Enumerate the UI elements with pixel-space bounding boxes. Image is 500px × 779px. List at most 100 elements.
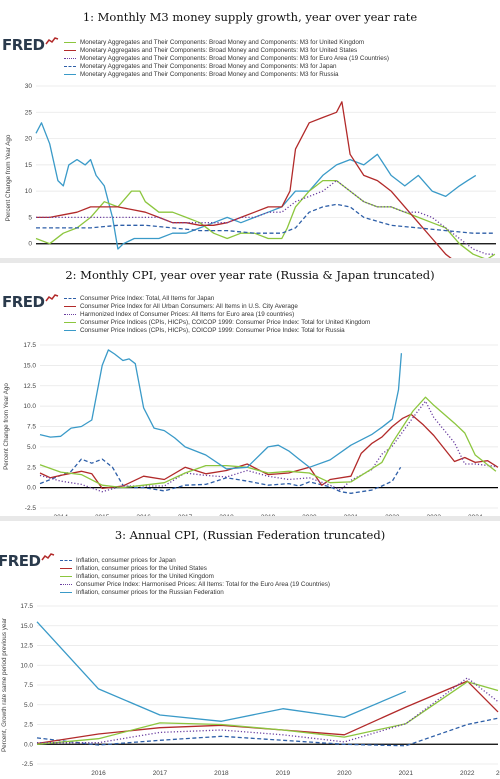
legend-entry[interactable]: Monetary Aggregates and Their Components… bbox=[64, 62, 389, 70]
y-tick-label: 15.0 bbox=[23, 362, 36, 369]
y-tick-label: 10 bbox=[25, 188, 33, 195]
legend-entry[interactable]: Monetary Aggregates and Their Components… bbox=[64, 70, 389, 78]
series-line[interactable] bbox=[39, 458, 402, 494]
legend-entry[interactable]: Inflation, consumer prices for the Russi… bbox=[60, 588, 330, 596]
y-tick-label: -2.5 bbox=[25, 505, 37, 512]
y-tick-label: 15.0 bbox=[20, 623, 33, 630]
legend-entry[interactable]: Consumer Price Index for All Urban Consu… bbox=[64, 302, 370, 310]
x-tick-label: 2019 bbox=[276, 770, 291, 777]
x-tick-label: 2020 bbox=[337, 770, 352, 777]
chart-1-panel: FRED Monetary Aggregates and Their Compo… bbox=[0, 30, 500, 260]
series-line[interactable] bbox=[39, 413, 499, 490]
legend-swatch bbox=[60, 591, 72, 593]
fred-graph-icon bbox=[44, 294, 58, 302]
legend-swatch bbox=[60, 567, 72, 569]
chart-1-title: 1: Monthly M3 money supply growth, year … bbox=[82, 10, 418, 24]
series-line[interactable] bbox=[39, 396, 497, 489]
series-line[interactable] bbox=[36, 101, 496, 260]
y-tick-label: 20 bbox=[25, 136, 33, 143]
legend-entry[interactable]: Inflation, consumer prices for Japan bbox=[60, 556, 330, 564]
chart-3-panel: FRED Inflation, consumer prices for Japa… bbox=[0, 548, 500, 779]
y-tick-label: 17.5 bbox=[20, 603, 33, 610]
chart-1-plot: -505101520253020162017201820192020202120… bbox=[5, 83, 496, 260]
legend-label: Monetary Aggregates and Their Components… bbox=[80, 38, 365, 46]
chart-3-title: 3: Annual CPI, (Russian Federation trunc… bbox=[114, 528, 386, 542]
chart-2-plot: -2.50.02.55.07.510.012.515.017.520142015… bbox=[3, 342, 499, 518]
chart-2-title: 2: Monthly CPI, year over year rate (Rus… bbox=[65, 268, 435, 282]
y-tick-label: 5.0 bbox=[27, 444, 36, 451]
y-tick-label: -2.5 bbox=[22, 761, 34, 768]
legend-entry[interactable]: Monetary Aggregates and Their Components… bbox=[64, 38, 389, 46]
legend-label: Monetary Aggregates and Their Components… bbox=[80, 62, 337, 70]
chart-1-legend: Monetary Aggregates and Their Components… bbox=[64, 38, 389, 78]
series-line[interactable] bbox=[35, 179, 496, 260]
y-axis-label: Percent Change from Year Ago bbox=[3, 383, 10, 470]
y-tick-label: 2.5 bbox=[27, 464, 36, 471]
y-tick-label: 0.0 bbox=[27, 485, 36, 492]
legend-swatch bbox=[64, 321, 76, 323]
legend-entry[interactable]: Monetary Aggregates and Their Components… bbox=[64, 46, 389, 54]
legend-label: Monetary Aggregates and Their Components… bbox=[80, 70, 339, 78]
legend-swatch bbox=[64, 73, 76, 75]
series-line[interactable] bbox=[36, 621, 407, 722]
legend-swatch bbox=[64, 313, 76, 315]
legend-entry[interactable]: Consumer Price Index: Total, All Items f… bbox=[64, 294, 370, 302]
legend-label: Consumer Price Index: Harmonised Prices:… bbox=[76, 580, 330, 588]
x-tick-label: 202 bbox=[496, 770, 500, 777]
legend-entry[interactable]: Consumer Price Indices (CPIs, HICPs), CO… bbox=[64, 318, 370, 326]
y-tick-label: 7.5 bbox=[24, 682, 33, 689]
y-tick-label: 25 bbox=[25, 109, 33, 116]
y-axis-label: Percent Change from Year Ago bbox=[5, 134, 12, 221]
y-tick-label: 2.5 bbox=[24, 722, 33, 729]
y-tick-label: 0 bbox=[28, 241, 32, 248]
legend-label: Inflation, consumer prices for the Unite… bbox=[76, 564, 207, 572]
legend-swatch bbox=[64, 57, 76, 59]
panel-divider bbox=[0, 516, 500, 521]
series-line[interactable] bbox=[37, 677, 499, 744]
legend-entry[interactable]: Harmonized Index of Consumer Prices: All… bbox=[64, 310, 370, 318]
legend-label: Consumer Price Indices (CPIs, HICPs), CO… bbox=[80, 318, 371, 326]
legend-entry[interactable]: Consumer Price Index: Harmonised Prices:… bbox=[60, 580, 330, 588]
series-line[interactable] bbox=[36, 681, 499, 745]
legend-swatch bbox=[60, 559, 72, 561]
series-line[interactable] bbox=[35, 122, 477, 250]
chart-2-legend: Consumer Price Index: Total, All Items f… bbox=[64, 294, 370, 334]
y-tick-label: 7.5 bbox=[27, 424, 36, 431]
legend-label: Inflation, consumer prices for the Russi… bbox=[76, 588, 224, 596]
legend-swatch bbox=[64, 65, 76, 67]
y-tick-label: 10.0 bbox=[20, 662, 33, 669]
legend-entry[interactable]: Consumer Price Indices (CPIs, HICPs), CO… bbox=[64, 326, 370, 334]
y-axis-label: Percent, Growth rate same period previou… bbox=[1, 618, 8, 752]
chart-3-plot: -2.5 0.0 2.5 5.0 7.5 10.0 12.5 15.0 17.5 2016 2017… bbox=[1, 603, 500, 777]
x-tick-label: 2021 bbox=[399, 770, 414, 777]
series-line[interactable] bbox=[36, 203, 495, 234]
y-tick-label: 30 bbox=[25, 83, 33, 90]
legend-label: Inflation, consumer prices for the Unite… bbox=[76, 572, 214, 580]
y-tick-label: 15 bbox=[25, 162, 33, 169]
x-tick-label: 2016 bbox=[91, 770, 106, 777]
legend-swatch bbox=[64, 305, 76, 307]
series-line[interactable] bbox=[39, 349, 403, 470]
x-tick-label: 2018 bbox=[214, 770, 229, 777]
fred-graph-icon bbox=[44, 37, 58, 45]
fred-logo: FRED bbox=[0, 552, 55, 570]
x-tick-label: 2022 bbox=[460, 770, 475, 777]
legend-swatch bbox=[64, 41, 76, 43]
legend-label: Consumer Price Index for All Urban Consu… bbox=[80, 302, 298, 310]
y-tick-label: 5.0 bbox=[24, 702, 33, 709]
legend-swatch bbox=[64, 297, 76, 299]
legend-swatch bbox=[64, 49, 76, 51]
legend-entry[interactable]: Inflation, consumer prices for the Unite… bbox=[60, 572, 330, 580]
y-tick-label: 12.5 bbox=[20, 643, 33, 650]
legend-label: Consumer Price Indices (CPIs, HICPs), CO… bbox=[80, 326, 345, 334]
legend-entry[interactable]: Inflation, consumer prices for the Unite… bbox=[60, 564, 330, 572]
legend-label: Harmonized Index of Consumer Prices: All… bbox=[80, 310, 295, 318]
series-line[interactable] bbox=[39, 400, 496, 493]
legend-entry[interactable]: Monetary Aggregates and Their Components… bbox=[64, 54, 389, 62]
x-tick-label: 2017 bbox=[153, 770, 168, 777]
legend-swatch bbox=[60, 575, 72, 577]
y-tick-label: 0.0 bbox=[24, 741, 33, 748]
series-line[interactable] bbox=[36, 179, 495, 255]
series-line[interactable] bbox=[36, 717, 499, 747]
legend-label: Monetary Aggregates and Their Components… bbox=[80, 46, 358, 54]
